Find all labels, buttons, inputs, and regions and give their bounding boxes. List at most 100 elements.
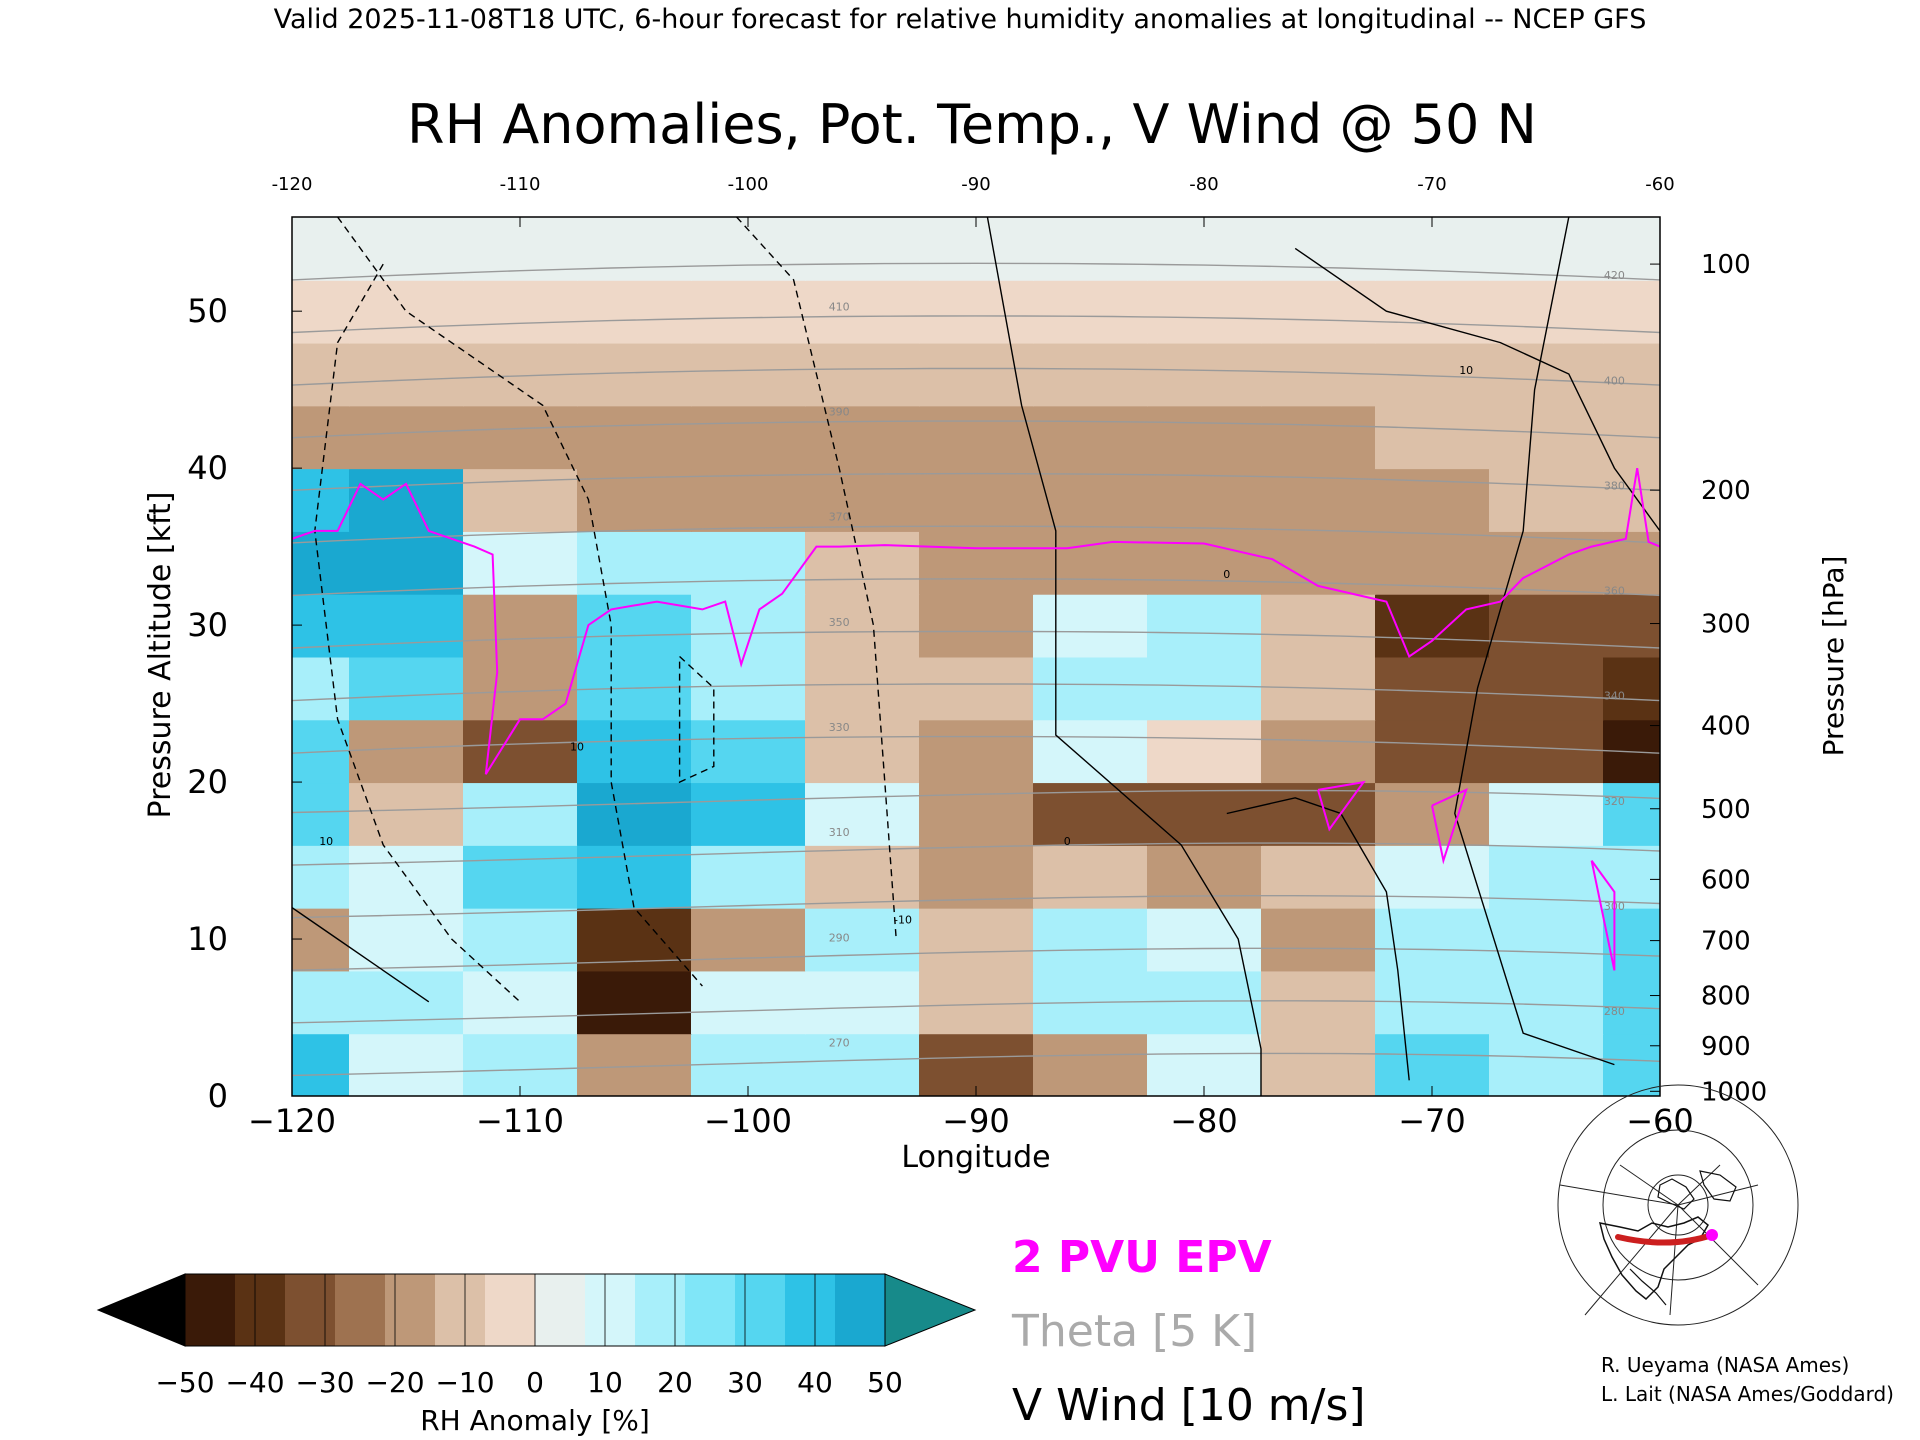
rh-cell [805, 468, 920, 532]
rh-cell [349, 405, 464, 470]
rh-cell [805, 970, 920, 1035]
top-tick-label: -60 [1645, 174, 1674, 195]
theta-contour [292, 630, 1660, 649]
rh-cell [1489, 279, 1604, 344]
rh-cell [1603, 279, 1660, 344]
colorbar-tick-label: −30 [295, 1366, 354, 1399]
rh-cell [1375, 279, 1490, 344]
rh-cell [577, 530, 692, 595]
rh-cell [1489, 782, 1604, 846]
colorbar-tick-label: 40 [797, 1366, 833, 1399]
x-tick-label: −100 [704, 1102, 792, 1140]
vwind-label: 0 [1064, 835, 1071, 848]
rh-cell [1375, 907, 1490, 972]
rh-cell [292, 656, 350, 721]
valid-line: Valid 2025-11-08T18 UTC, 6-hour forecast… [274, 4, 1647, 35]
rh-cell [349, 279, 464, 344]
theta-label: 410 [829, 300, 850, 313]
x-axis-label: Longitude [901, 1140, 1050, 1175]
rh-cell [691, 405, 806, 470]
rh-cell [577, 405, 692, 470]
rh-cell [463, 719, 578, 784]
colorbar-low-arrow [96, 1273, 186, 1347]
colorbar: −50 −40 −30 −20 −10 0 10 20 30 40 50 [96, 1273, 977, 1399]
top-tick-label: -80 [1189, 174, 1218, 195]
pressure-tick-label: 700 [1701, 927, 1751, 957]
rh-cell [349, 970, 464, 1035]
theta-contour [292, 683, 1660, 702]
legend-vwind: V Wind [10 m/s] [1012, 1380, 1366, 1431]
colorbar-bin [385, 1274, 436, 1346]
rh-cell [292, 217, 350, 281]
pressure-tick-label: 100 [1701, 250, 1751, 280]
y-tick-label: 40 [187, 449, 228, 487]
top-tick-label: -110 [500, 174, 541, 195]
pressure-tick-label: 300 [1701, 610, 1751, 640]
rh-cell [1489, 907, 1604, 972]
colorbar-bin [635, 1274, 686, 1346]
colorbar-bin [535, 1274, 586, 1346]
rh-cell [1603, 970, 1660, 1035]
x-tick-label: −80 [1170, 1102, 1238, 1140]
theta-label: 400 [1604, 374, 1625, 387]
theta-label: 370 [829, 511, 850, 524]
rh-cell [349, 342, 464, 407]
rh-cell [577, 593, 692, 658]
rh-cell [1147, 844, 1262, 909]
rh-cell [1489, 342, 1604, 407]
rh-cell [805, 217, 920, 281]
theta-label: 340 [1604, 690, 1625, 703]
rh-cell [463, 593, 578, 658]
rh-cell [691, 342, 806, 407]
top-tick-label: -70 [1417, 174, 1446, 195]
rh-cell [805, 342, 920, 407]
colorbar-bin [285, 1274, 336, 1346]
rh-cell [1033, 719, 1148, 784]
rh-cell [349, 719, 464, 784]
rh-cell [805, 1033, 920, 1096]
rh-cell [463, 468, 578, 532]
rh-cell [1489, 1033, 1604, 1096]
legend-theta: Theta [5 K] [1011, 1306, 1257, 1357]
y-axis-label: Pressure Altitude [kft] [143, 492, 178, 819]
rh-cell [292, 970, 350, 1035]
rh-cell [1261, 593, 1376, 658]
rh-anomaly-field [292, 217, 1660, 1096]
vwind-label: 10 [1459, 364, 1473, 377]
rh-cell [577, 970, 692, 1035]
rh-cell [349, 593, 464, 658]
theta-contour [292, 367, 1660, 386]
rh-cell [1261, 844, 1376, 909]
rh-cell [1261, 405, 1376, 470]
rh-cell [691, 907, 806, 972]
rh-cell [349, 656, 464, 721]
rh-cell [1147, 342, 1262, 407]
rh-cell [1147, 279, 1262, 344]
rh-cell [1033, 530, 1148, 595]
epv-2pvu-loop [1317, 780, 1366, 832]
rh-cell [691, 217, 806, 281]
top-tick-label: -100 [728, 174, 769, 195]
colorbar-tick-label: −10 [435, 1366, 494, 1399]
rh-cell [292, 907, 350, 972]
rh-cell [919, 782, 1034, 846]
epv-2pvu-loop [1590, 860, 1616, 971]
rh-cell [349, 907, 464, 972]
rh-cell [1147, 405, 1262, 470]
vwind-contour [292, 907, 430, 1003]
rh-cell [1261, 1033, 1376, 1096]
rh-cell [349, 1033, 464, 1096]
rh-cell [1033, 217, 1148, 281]
y-tick-label: 50 [187, 292, 228, 330]
rh-cell [919, 907, 1034, 972]
top-tick-label: -90 [961, 174, 990, 195]
colorbar-tick-label: 0 [526, 1366, 544, 1399]
rh-cell [691, 530, 806, 595]
theta-contour [292, 789, 1660, 814]
rh-cell [1489, 656, 1604, 721]
vwind-label: -10 [894, 913, 912, 926]
rh-cell [919, 970, 1034, 1035]
rh-cell [1375, 468, 1490, 532]
rh-cell [1489, 530, 1604, 595]
rh-cell [292, 782, 350, 846]
